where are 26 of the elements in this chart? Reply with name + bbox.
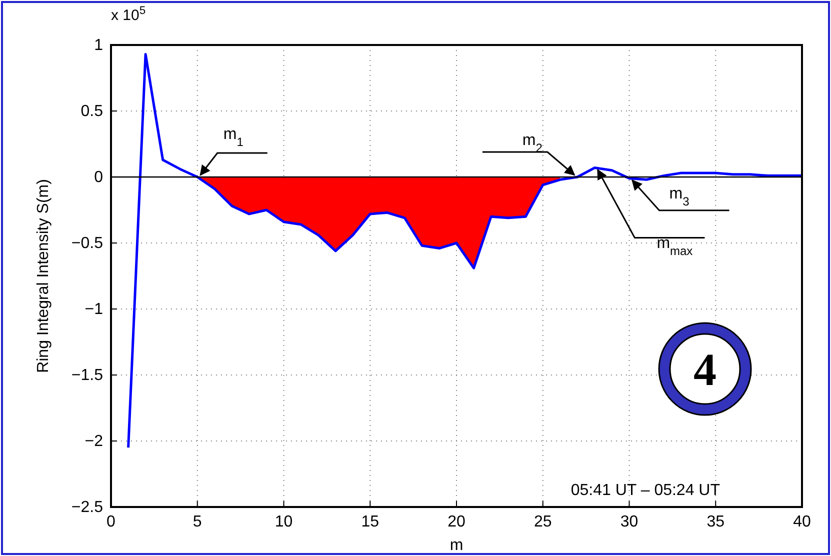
x-tick-label: 15 <box>361 513 380 530</box>
y-tick-label: 0.5 <box>80 103 104 120</box>
x-tick-label: 35 <box>706 513 725 530</box>
x-tick-label: 30 <box>620 513 638 530</box>
line-series <box>127 52 804 449</box>
y-tick-label: −2 <box>84 433 104 450</box>
x-tick-label: 40 <box>793 513 811 530</box>
y-tick-label: 1 <box>94 37 104 54</box>
x-tick-label: 25 <box>534 513 552 530</box>
y-tick-label: −2.5 <box>71 499 104 516</box>
annotation: 05:41 UT – 05:24 UT <box>570 482 720 499</box>
x-axis-title: m <box>450 537 464 554</box>
x-tick-label: 5 <box>192 513 202 530</box>
annotation: 4 <box>694 344 716 395</box>
y-tick-label: 0 <box>94 169 104 186</box>
y-tick-label: −1.5 <box>71 367 104 384</box>
y-tick-label: −0.5 <box>71 235 104 252</box>
annotation: m$_{max}$ <box>656 234 693 258</box>
text: x 10$^{5}$ <box>111 5 146 24</box>
y-axis-title: Ring Integral Intensity S(m) <box>35 179 52 373</box>
x-tick-label: 20 <box>448 513 466 530</box>
x-tick-label: 10 <box>274 513 293 530</box>
annotation: m$_{1}$ <box>223 126 244 149</box>
y-tick-label: −1 <box>84 301 104 318</box>
x-tick-label: 0 <box>106 513 116 530</box>
annotation: m$_{3}$ <box>669 185 690 208</box>
